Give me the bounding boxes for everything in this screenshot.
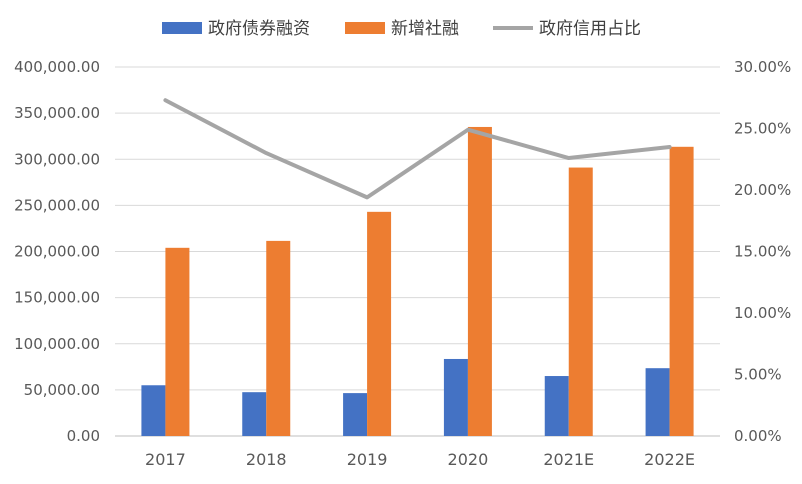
- y-left-tick-label: 250,000.00: [14, 196, 100, 214]
- bar-gov-bond: [141, 385, 165, 436]
- y-left-tick-label: 350,000.00: [14, 104, 100, 122]
- bar-gov-bond: [444, 359, 468, 436]
- bar-social-financing: [468, 127, 492, 436]
- legend-swatch: [162, 22, 202, 34]
- legend-label: 政府债券融资: [208, 19, 310, 39]
- x-tick-label: 2019: [347, 450, 388, 469]
- x-tick-label: 2018: [246, 450, 287, 469]
- y-left-tick-label: 200,000.00: [14, 243, 100, 261]
- legend-label: 新增社融: [391, 19, 459, 39]
- line-series: [165, 100, 669, 197]
- bar-gov-bond: [343, 393, 367, 436]
- x-tick-label: 2017: [145, 450, 186, 469]
- x-axis: 2017 2018 2019 2020 2021E 2022E: [145, 450, 695, 469]
- y-right-tick-label: 5.00%: [734, 366, 782, 384]
- legend-label: 政府信用占比: [539, 19, 641, 39]
- y-left-tick-label: 100,000.00: [14, 335, 100, 353]
- y-right-tick-label: 25.00%: [734, 120, 791, 138]
- y-left-tick-label: 300,000.00: [14, 150, 100, 168]
- legend-swatch: [345, 22, 385, 34]
- x-tick-label: 2022E: [644, 450, 695, 469]
- bar-gov-bond: [242, 392, 266, 436]
- line-gov-credit-share: [165, 100, 669, 197]
- y-right-tick-label: 10.00%: [734, 304, 791, 322]
- bar-social-financing: [165, 248, 189, 436]
- y-left-tick-label: 150,000.00: [14, 289, 100, 307]
- y-axis-right: 0.00% 5.00% 10.00% 15.00% 20.00% 25.00% 30.00%: [734, 58, 791, 445]
- y-right-tick-label: 0.00%: [734, 427, 782, 445]
- bar-social-financing: [569, 168, 593, 436]
- legend: 政府债券融资 新增社融 政府信用占比: [162, 19, 641, 39]
- bar-social-financing: [367, 212, 391, 436]
- bar-gov-bond: [545, 376, 569, 436]
- y-right-tick-label: 30.00%: [734, 58, 791, 76]
- bar-social-financing: [266, 241, 290, 436]
- y-right-tick-label: 15.00%: [734, 243, 791, 261]
- y-left-tick-label: 400,000.00: [14, 58, 100, 76]
- y-axis-left: 0.00 50,000.00 100,000.00 150,000.00 200,000…: [14, 58, 100, 445]
- y-left-tick-label: 0.00: [67, 427, 100, 445]
- bar-social-financing: [670, 147, 694, 436]
- x-tick-label: 2021E: [543, 450, 594, 469]
- bar-gov-bond: [646, 368, 670, 436]
- y-right-tick-label: 20.00%: [734, 181, 791, 199]
- y-left-tick-label: 50,000.00: [24, 381, 100, 399]
- x-tick-label: 2020: [448, 450, 489, 469]
